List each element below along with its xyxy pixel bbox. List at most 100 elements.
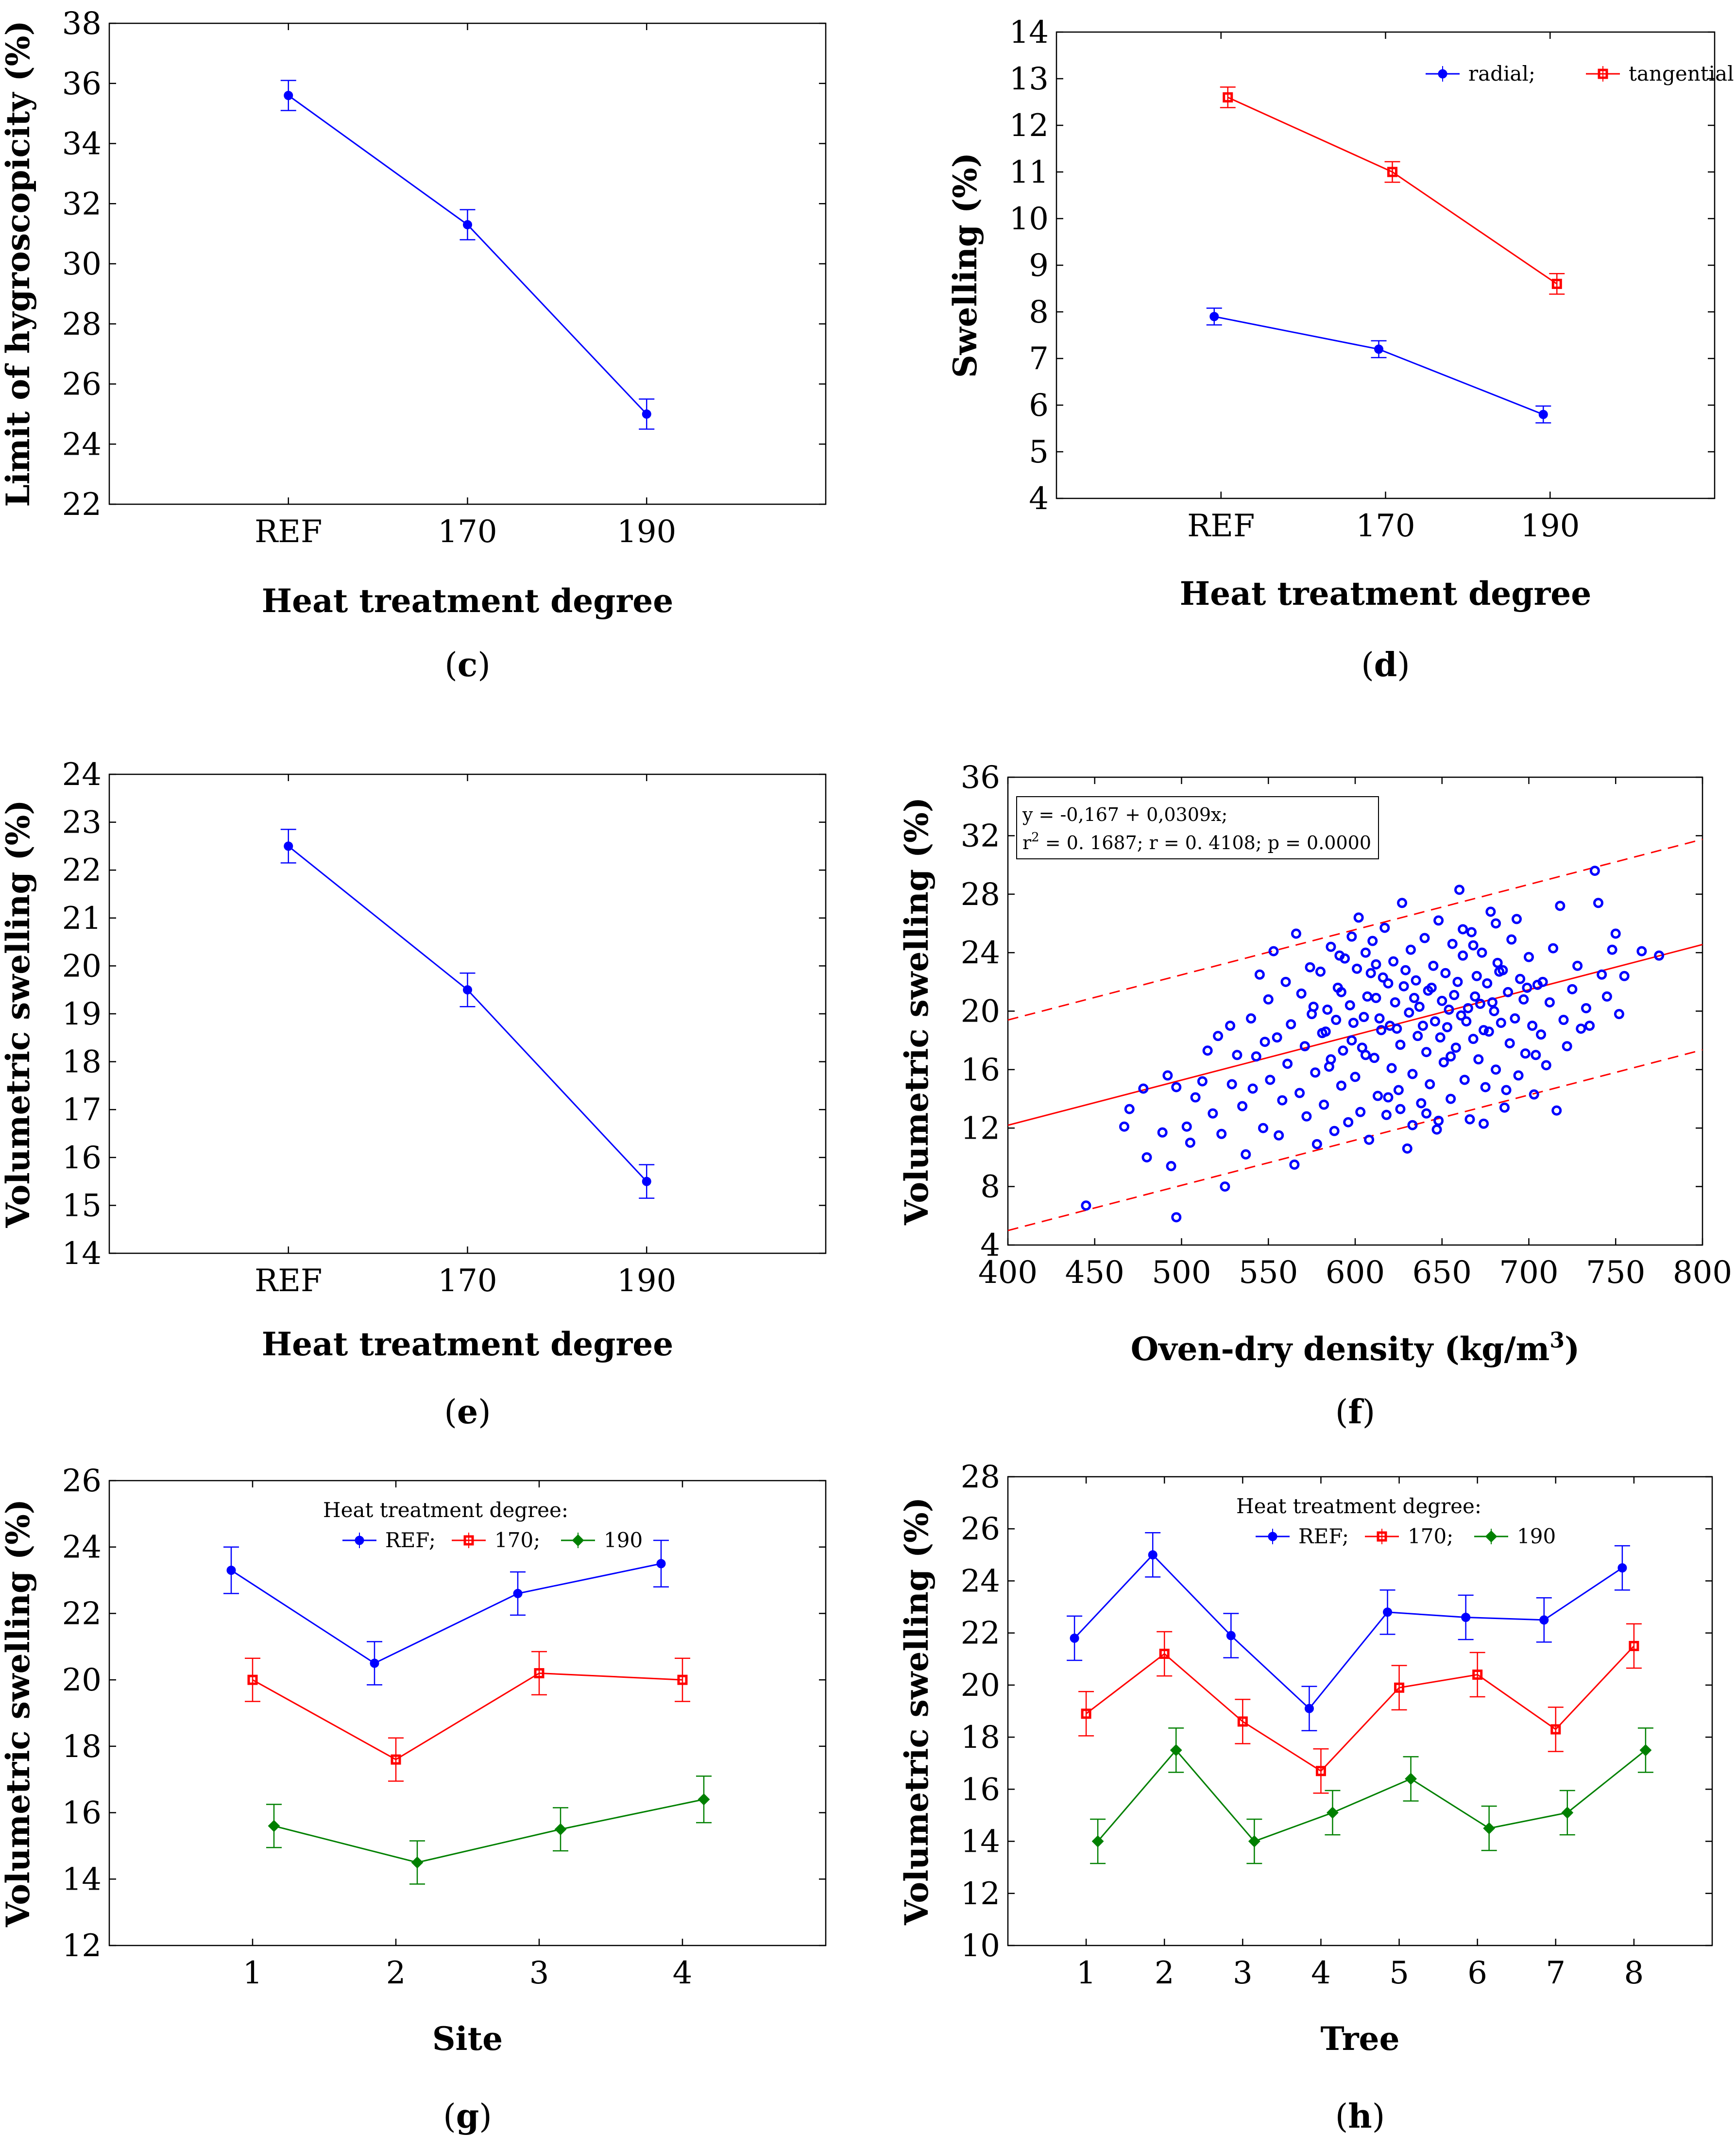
x-tick-label: 190 — [617, 514, 676, 550]
data-point — [1304, 1704, 1314, 1713]
data-point — [1539, 1615, 1549, 1625]
data-point — [1654, 950, 1665, 961]
data-point — [268, 1820, 280, 1832]
data-point — [1537, 976, 1548, 987]
data-point — [1461, 1016, 1472, 1027]
data-point — [1438, 1057, 1449, 1068]
data-point — [1124, 1104, 1135, 1114]
y-axis-label: Volumetric swelling (%) — [898, 1497, 936, 1926]
x-tick-label: 8 — [1624, 1955, 1644, 1991]
x-tick-label: 700 — [1499, 1255, 1558, 1291]
data-point — [1489, 1006, 1499, 1016]
y-tick-label: 12 — [961, 1876, 1000, 1912]
data-point — [1315, 966, 1326, 977]
data-point — [677, 1674, 688, 1685]
data-point — [656, 1559, 666, 1569]
data-point — [1315, 1766, 1326, 1776]
y-tick-label: 11 — [1009, 154, 1049, 190]
data-point — [1348, 1018, 1359, 1028]
data-point — [1584, 1021, 1595, 1031]
panel-label: (f) — [1335, 1393, 1375, 1432]
data-point — [1395, 1040, 1406, 1050]
panel-label: (c) — [444, 646, 490, 684]
x-axis-label: Site — [432, 2020, 503, 2058]
data-point — [1171, 1212, 1182, 1223]
series-line — [1214, 316, 1544, 415]
data-point — [1506, 934, 1517, 945]
data-point — [1576, 1024, 1586, 1034]
data-point — [1518, 994, 1529, 1005]
data-point — [1466, 927, 1477, 938]
data-point — [1421, 1047, 1432, 1058]
data-point — [1394, 1682, 1405, 1693]
panel-label-letter: d — [1374, 646, 1397, 684]
y-tick-label: 30 — [62, 246, 102, 282]
panel-label-open: ( — [444, 646, 458, 684]
data-point — [1536, 1029, 1547, 1040]
x-tick-label: 600 — [1326, 1255, 1385, 1291]
plot-frame — [108, 22, 827, 505]
data-point — [1367, 936, 1378, 946]
y-tick-label: 7 — [1029, 341, 1049, 377]
data-point — [1274, 1130, 1284, 1141]
y-tick-label: 24 — [62, 1530, 102, 1566]
data-point — [1551, 278, 1562, 289]
y-tick-label: 24 — [961, 1563, 1000, 1599]
data-point — [1431, 1124, 1442, 1135]
panel-label-letter: g — [456, 2097, 479, 2136]
y-tick-label: 28 — [62, 307, 102, 342]
data-point — [642, 409, 651, 419]
data-point — [1593, 898, 1603, 908]
data-point — [1503, 987, 1514, 997]
y-tick-label: 32 — [961, 818, 1000, 854]
data-point — [1353, 912, 1364, 923]
series-line — [1074, 1553, 1623, 1710]
data-point — [1561, 1807, 1574, 1819]
y-tick-label: 19 — [62, 996, 102, 1032]
data-point — [1346, 1035, 1357, 1046]
chart-c: 22 24 26 28 30 32 34 36 38 REF 170 190 Heat treatmen… — [0, 6, 827, 684]
data-point — [1472, 1669, 1483, 1680]
data-point — [1458, 924, 1468, 935]
series-190 — [266, 1775, 712, 1885]
data-point — [1246, 1013, 1256, 1024]
data-point — [1456, 1010, 1466, 1021]
x-tick-label: 170 — [438, 1263, 497, 1299]
x-tick-label: 3 — [1233, 1955, 1253, 1991]
data-point — [1371, 992, 1381, 1003]
data-point — [1433, 915, 1444, 926]
data-point — [1470, 991, 1481, 1002]
data-point — [1499, 1102, 1510, 1113]
plot-frame — [108, 1480, 827, 1946]
x-tick-label: 3 — [529, 1955, 549, 1991]
y-tick-label: 5 — [1029, 434, 1049, 470]
y-tick-label: 10 — [1009, 201, 1049, 237]
data-point — [1446, 1093, 1456, 1104]
data-point — [1550, 1724, 1561, 1735]
upper-prediction-band — [1008, 838, 1702, 1021]
data-point — [1157, 1127, 1168, 1138]
x-tick-label: 2 — [386, 1955, 406, 1991]
data-point — [1483, 1026, 1494, 1037]
data-point — [1459, 1075, 1470, 1085]
data-point — [1475, 998, 1485, 1009]
series-line — [1097, 1749, 1646, 1843]
panel-label-letter: f — [1348, 1393, 1364, 1432]
y-tick-label: 26 — [62, 1463, 102, 1499]
y-tick-label: 21 — [62, 901, 102, 937]
data-point — [1515, 973, 1526, 984]
data-point — [1263, 994, 1274, 1005]
data-point — [1254, 969, 1265, 980]
data-point — [370, 1658, 379, 1668]
series-line — [288, 845, 647, 1182]
series-tangential — [1220, 86, 1565, 295]
data-point — [1392, 1024, 1402, 1034]
series-190 — [1090, 1727, 1653, 1864]
y-tick-label: 6 — [1029, 388, 1049, 424]
data-point — [1607, 944, 1617, 955]
legend-label: 190 — [1517, 1524, 1556, 1548]
data-point — [1468, 940, 1479, 951]
chart-e: 14 15 16 17 18 19 20 21 22 23 24 REF 170 190 Heat trea… — [0, 757, 827, 1432]
data-point — [1428, 960, 1439, 971]
data-point — [1119, 1121, 1130, 1132]
